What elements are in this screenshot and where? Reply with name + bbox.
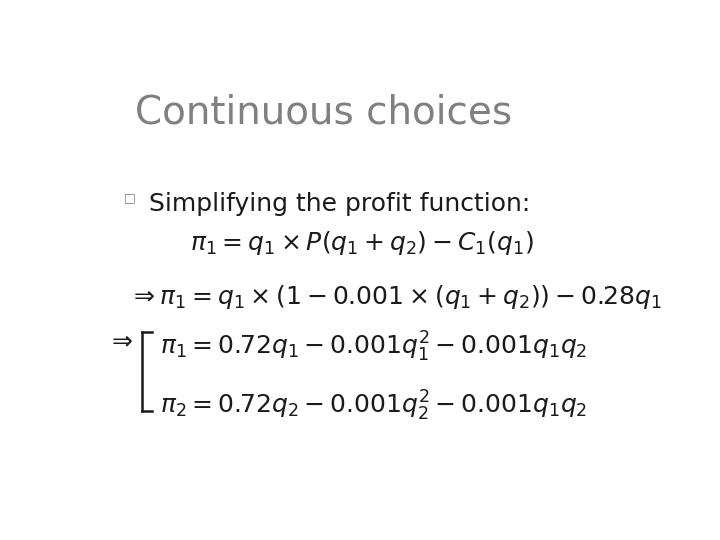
- Text: $\Rightarrow$: $\Rightarrow$: [107, 329, 133, 353]
- Text: □: □: [124, 192, 135, 205]
- Text: $\Rightarrow \pi_1 = q_1 \times (1 - 0.001 \times (q_1 + q_2)) - 0.28q_1$: $\Rightarrow \pi_1 = q_1 \times (1 - 0.0…: [129, 283, 662, 311]
- Text: Simplifying the profit function:: Simplifying the profit function:: [148, 192, 530, 215]
- Text: Continuous choices: Continuous choices: [135, 94, 512, 132]
- Text: $\pi_1 = 0.72q_1 - 0.001q_1^{2} - 0.001q_1 q_2$: $\pi_1 = 0.72q_1 - 0.001q_1^{2} - 0.001q…: [160, 330, 587, 364]
- Text: 13: 13: [7, 117, 23, 127]
- Text: $\pi_2 = 0.72q_2 - 0.001q_2^{2} - 0.001q_1 q_2$: $\pi_2 = 0.72q_2 - 0.001q_2^{2} - 0.001q…: [160, 389, 587, 423]
- Text: $\pi_1 = q_1 \times P(q_1 + q_2) - C_1(q_1)$: $\pi_1 = q_1 \times P(q_1 + q_2) - C_1(q…: [190, 229, 534, 257]
